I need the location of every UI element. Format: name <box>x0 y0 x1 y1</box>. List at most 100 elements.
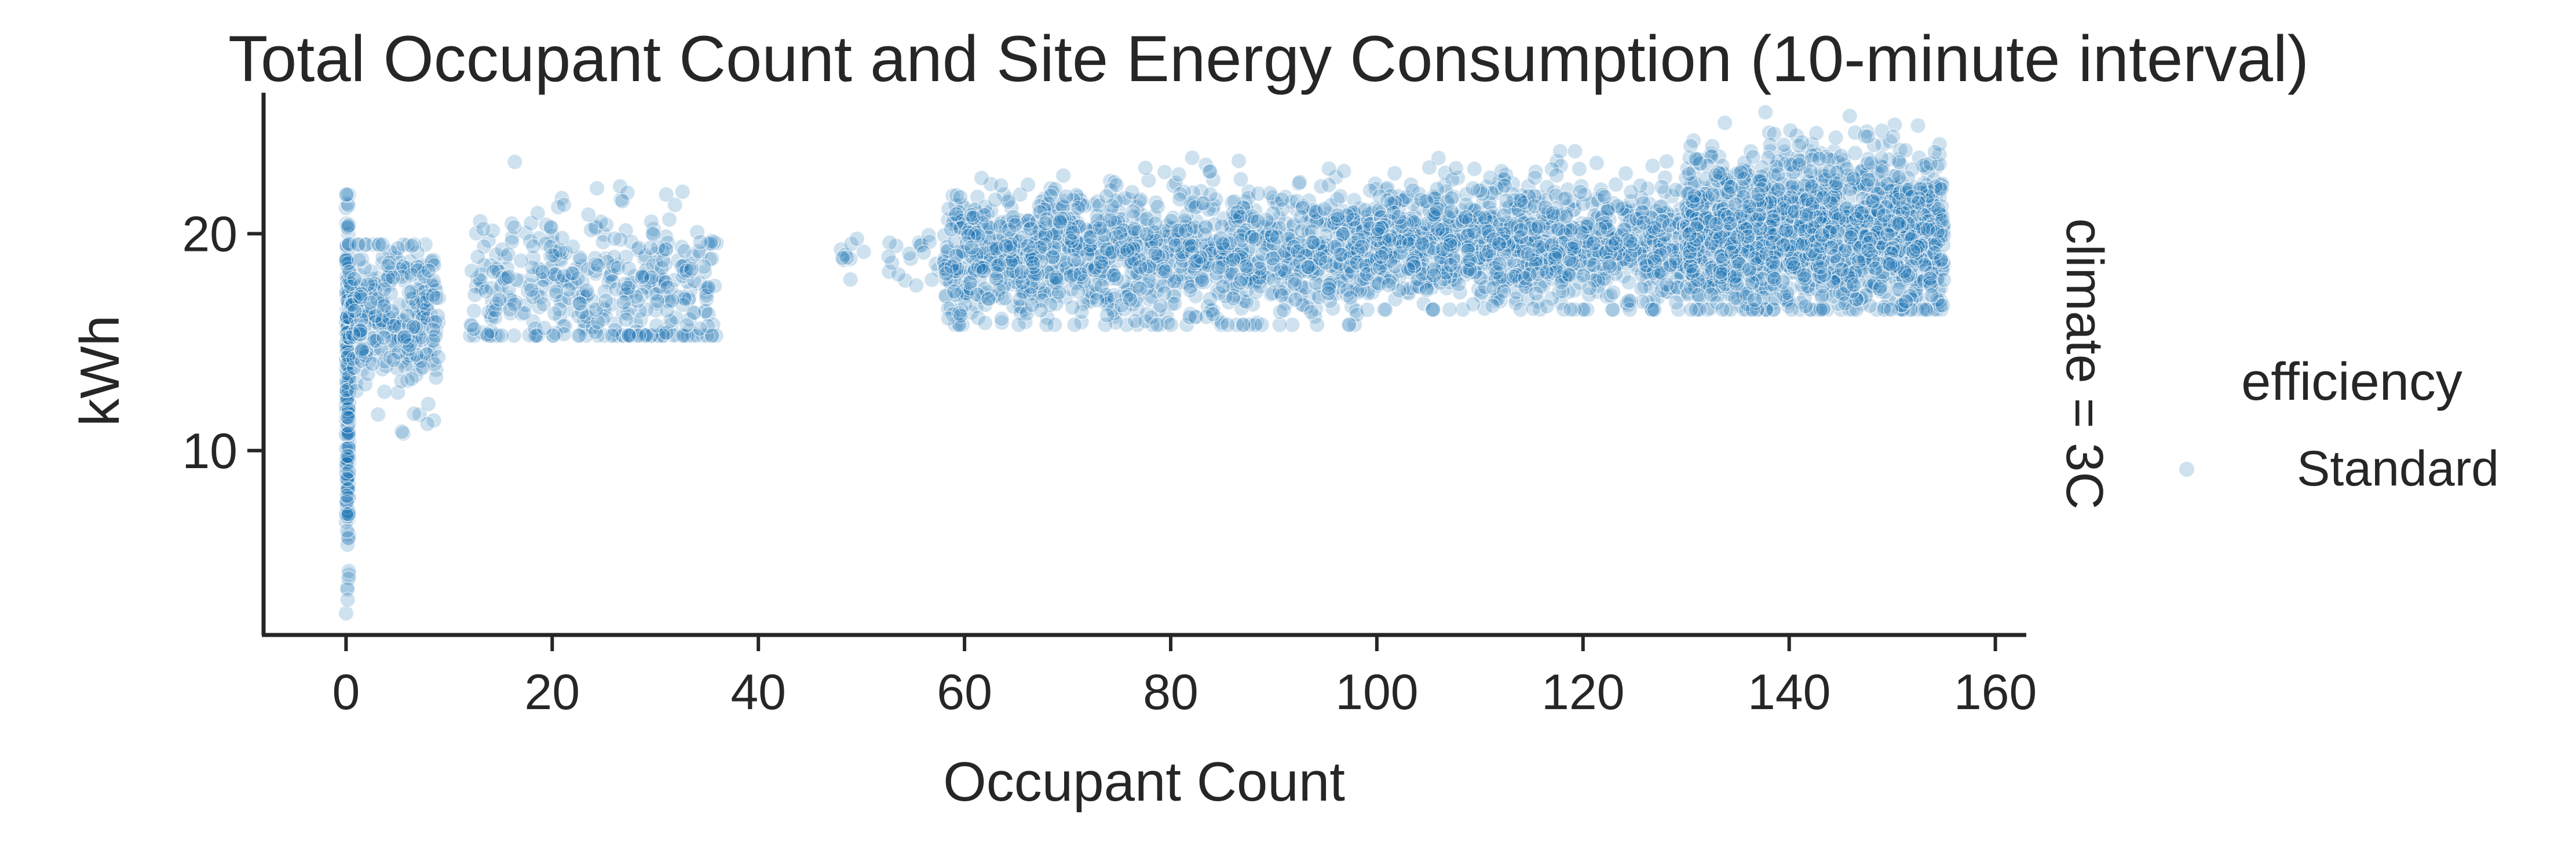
data-point <box>1269 229 1285 246</box>
data-point <box>645 226 662 243</box>
data-point <box>403 283 419 300</box>
data-point <box>1137 159 1154 176</box>
data-point <box>1496 207 1512 224</box>
data-point <box>1295 200 1311 216</box>
data-point <box>529 205 546 221</box>
data-point <box>339 487 355 504</box>
data-point <box>1716 115 1733 131</box>
data-point <box>1042 187 1059 204</box>
data-point <box>1214 235 1230 251</box>
data-point <box>1171 191 1188 207</box>
data-point <box>952 307 969 324</box>
data-point <box>477 283 494 300</box>
data-point <box>1571 160 1588 177</box>
data-point <box>621 327 637 344</box>
data-point <box>1414 236 1431 253</box>
data-point <box>339 523 356 539</box>
data-point <box>1561 266 1577 283</box>
data-point <box>1332 188 1349 205</box>
data-point <box>991 257 1007 273</box>
data-point <box>1585 235 1602 251</box>
data-point <box>1184 149 1200 166</box>
data-point <box>1032 302 1049 319</box>
data-point <box>1512 222 1529 239</box>
data-point <box>1623 184 1639 200</box>
data-point <box>1448 160 1464 177</box>
data-point <box>352 323 368 339</box>
data-point <box>1444 190 1460 206</box>
data-point <box>1178 222 1194 239</box>
data-point <box>1588 155 1605 171</box>
data-point <box>1020 238 1036 254</box>
data-point <box>1022 220 1039 237</box>
data-point <box>700 279 717 295</box>
data-point <box>1814 287 1830 304</box>
data-point <box>1512 192 1529 209</box>
data-point <box>338 605 355 622</box>
data-point <box>425 333 441 349</box>
data-point <box>1112 225 1128 242</box>
data-point <box>1157 263 1174 280</box>
data-point <box>1167 237 1184 254</box>
data-point <box>590 257 606 273</box>
data-point <box>1419 282 1435 298</box>
data-point <box>620 260 637 277</box>
data-point <box>1289 243 1306 260</box>
data-point <box>1205 306 1221 323</box>
data-point <box>1273 287 1290 304</box>
data-point <box>1797 298 1814 315</box>
data-point <box>1525 301 1541 317</box>
data-point <box>375 330 392 346</box>
data-point <box>923 272 940 288</box>
data-point <box>1381 232 1398 249</box>
data-point <box>1125 203 1141 220</box>
data-point <box>1359 301 1376 318</box>
data-point <box>1138 226 1155 242</box>
data-point <box>475 221 492 237</box>
data-point <box>1484 298 1501 314</box>
data-point <box>1195 195 1212 211</box>
data-point <box>1576 301 1592 318</box>
data-point <box>980 290 997 307</box>
data-point <box>403 371 420 387</box>
data-point <box>1885 129 1901 145</box>
data-point <box>1496 177 1513 194</box>
data-point <box>1092 220 1108 236</box>
data-point <box>1425 301 1441 318</box>
data-point <box>1357 202 1373 218</box>
data-point <box>1380 277 1397 293</box>
data-point <box>506 219 522 236</box>
data-point <box>946 283 963 300</box>
data-point <box>564 265 581 282</box>
data-point <box>430 349 447 366</box>
data-point <box>684 261 700 277</box>
data-point <box>1187 253 1204 269</box>
data-point <box>938 265 954 282</box>
data-point <box>466 321 483 337</box>
data-point <box>339 448 356 464</box>
data-point <box>1202 291 1218 307</box>
data-point <box>589 180 605 196</box>
data-point <box>634 269 651 285</box>
data-point <box>1406 214 1423 231</box>
data-point <box>385 269 401 286</box>
data-point <box>1567 143 1583 159</box>
data-point <box>1545 205 1561 221</box>
data-point <box>1051 284 1067 301</box>
data-point <box>1070 283 1087 300</box>
data-point <box>908 277 925 294</box>
data-point <box>1442 257 1459 273</box>
data-point <box>1052 213 1068 229</box>
data-point <box>834 250 851 266</box>
data-point <box>987 192 1003 208</box>
data-point <box>1265 250 1281 266</box>
data-point <box>1247 231 1263 247</box>
data-point <box>1646 301 1662 318</box>
data-point <box>915 244 932 261</box>
data-point <box>1215 278 1231 295</box>
data-point <box>1528 285 1544 302</box>
data-point <box>463 262 480 279</box>
data-point <box>1498 192 1515 209</box>
data-point <box>1562 301 1579 318</box>
